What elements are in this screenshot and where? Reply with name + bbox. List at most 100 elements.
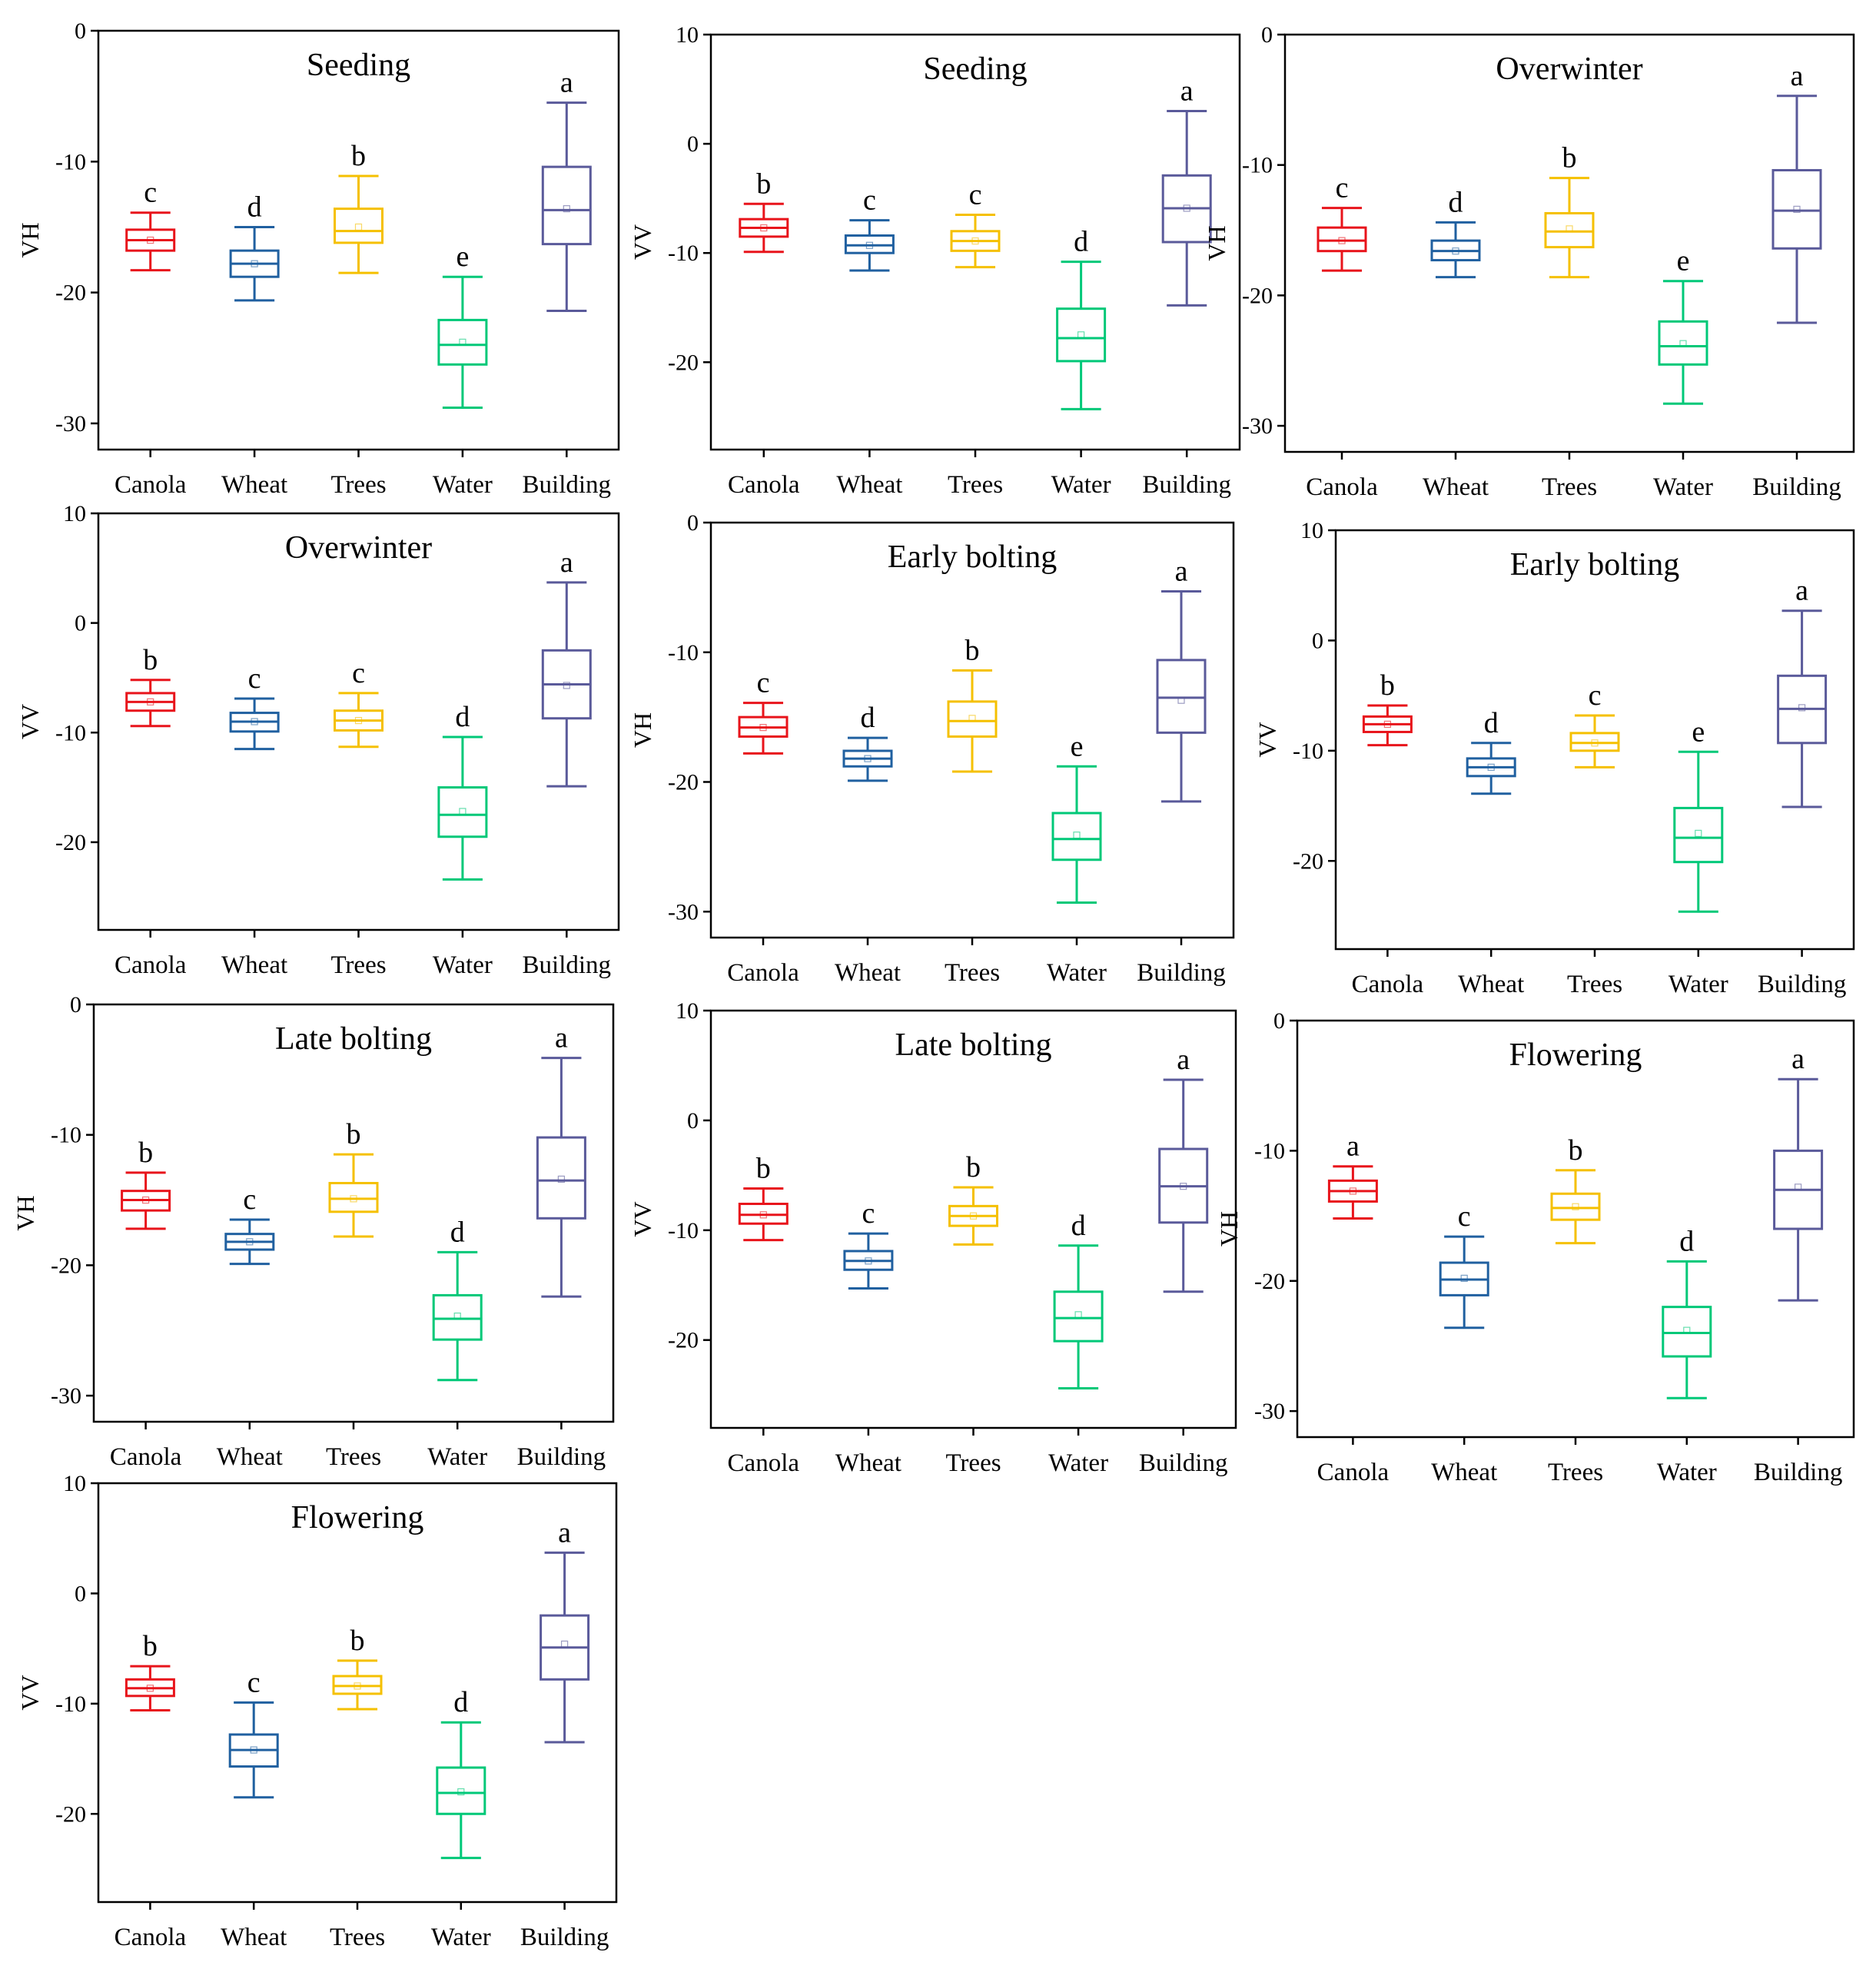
significance-letter: b: [350, 1625, 365, 1657]
y-tick-label: 10: [676, 998, 699, 1024]
box-water: e: [1051, 730, 1102, 904]
iqr-box: [1051, 812, 1102, 861]
chart-panel-10: 10 0 -10 -20 VV Flowering Canola Wheat Trees Wate…: [16, 1471, 618, 1951]
box-water: e: [437, 241, 488, 409]
y-tick-label: -10: [1293, 739, 1323, 764]
x-tick-label: Water: [433, 951, 493, 979]
y-tick-label: -20: [668, 350, 699, 375]
y-tick-label: -10: [668, 1218, 699, 1243]
mean-marker: [250, 1746, 257, 1754]
chart-title: Late bolting: [275, 1021, 432, 1057]
iqr-box: [1673, 806, 1724, 864]
significance-letter: c: [247, 1666, 261, 1698]
chart-title: Late bolting: [895, 1027, 1051, 1063]
x-tick-label: Water: [1668, 971, 1728, 998]
x-tick-label: Water: [1047, 959, 1107, 987]
mean-marker: [557, 1175, 566, 1183]
mean-marker: [1452, 247, 1459, 255]
chart-title: Early bolting: [1510, 547, 1679, 583]
y-axis-label: VV: [629, 1201, 656, 1237]
y-tick-label: -10: [55, 720, 86, 745]
box-water: d: [437, 701, 488, 881]
x-tick-label: Trees: [330, 1924, 385, 1951]
significance-letter: c: [248, 662, 261, 695]
y-tick-label: -20: [1242, 283, 1273, 308]
mean-marker: [865, 241, 874, 249]
significance-letter: d: [1074, 226, 1088, 258]
mean-marker: [147, 236, 154, 244]
x-tick-label: Building: [523, 471, 612, 499]
box-canola: b: [1362, 669, 1413, 747]
x-tick-label: Canola: [115, 951, 187, 979]
box-building: a: [536, 1022, 586, 1298]
chart-title: Overwinter: [285, 530, 432, 566]
x-tick-label: Wheat: [1423, 473, 1489, 501]
iqr-box: [536, 1136, 586, 1220]
y-axis-label: VH: [1215, 1211, 1243, 1247]
mean-marker: [968, 715, 976, 722]
x-tick-label: Canola: [1317, 1459, 1390, 1486]
significance-letter: c: [1589, 679, 1602, 712]
box-canola: c: [125, 177, 176, 272]
box-wheat: c: [224, 1184, 275, 1266]
box-water: d: [436, 1686, 486, 1860]
chart-panel-9: 0 -10 -20 -30 VH Flowering Canola Wheat Trees Wat…: [1215, 1008, 1855, 1486]
iqr-box: [437, 786, 488, 838]
box-wheat: c: [228, 1666, 279, 1799]
mean-marker: [1683, 1326, 1691, 1334]
mean-marker: [1695, 829, 1702, 838]
box-canola: c: [1317, 172, 1367, 272]
mean-marker: [251, 718, 258, 725]
significance-letter: c: [862, 1197, 875, 1230]
mean-marker: [1338, 237, 1346, 244]
y-tick-label: -30: [1242, 413, 1273, 439]
y-tick-label: -10: [51, 1123, 81, 1148]
y-tick-label: -10: [55, 149, 86, 174]
significance-letter: b: [138, 1137, 153, 1169]
y-tick-label: 0: [70, 992, 81, 1018]
significance-letter: c: [969, 178, 982, 211]
x-tick-label: Wheat: [1431, 1459, 1497, 1486]
significance-letter: a: [560, 546, 573, 579]
chart-title: Flowering: [1509, 1037, 1642, 1073]
mean-marker: [1798, 704, 1806, 712]
mean-marker: [142, 1196, 150, 1204]
mean-marker: [563, 205, 570, 213]
iqr-box: [1662, 1306, 1712, 1358]
box-building: a: [541, 546, 592, 788]
y-tick-label: -20: [1254, 1269, 1285, 1294]
significance-letter: a: [1795, 575, 1808, 607]
y-tick-label: -10: [55, 1691, 86, 1717]
y-tick-label: 0: [75, 1581, 86, 1606]
box-building: a: [540, 1516, 590, 1744]
mean-marker: [563, 682, 570, 689]
mean-marker: [1679, 340, 1687, 347]
mean-marker: [354, 1682, 361, 1690]
x-tick-label: Building: [523, 951, 612, 979]
box-water: d: [432, 1216, 483, 1382]
chart-panel-5: 0 -10 -20 -30 VH Early bolting Canola Wheat Tree…: [629, 510, 1235, 987]
x-tick-label: Building: [1137, 959, 1226, 987]
significance-letter: b: [1569, 1134, 1583, 1167]
x-tick-label: Wheat: [835, 959, 901, 987]
mean-marker: [1795, 1184, 1802, 1191]
significance-letter: c: [863, 184, 876, 217]
x-tick-label: Wheat: [221, 1924, 287, 1951]
x-tick-label: Trees: [1548, 1459, 1603, 1486]
significance-letter: c: [1336, 172, 1349, 204]
chart-title: Seeding: [923, 51, 1027, 87]
significance-letter: d: [455, 701, 470, 733]
x-tick-label: Building: [1754, 1459, 1843, 1486]
box-canola: c: [738, 667, 789, 755]
y-axis-label: VV: [629, 224, 656, 260]
significance-letter: b: [966, 1151, 981, 1184]
iqr-box: [1053, 1290, 1104, 1343]
box-wheat: d: [1466, 707, 1516, 795]
plot-frame: [1283, 33, 1855, 453]
chart-panel-3: 0 -10 -20 -30 VH Overwinter Canola Wheat Trees Wa…: [1203, 22, 1855, 501]
iqr-box: [541, 165, 592, 246]
y-tick-label: 10: [676, 22, 699, 48]
box-building: a: [1156, 555, 1207, 803]
iqr-box: [1771, 168, 1822, 250]
plot-frame: [709, 521, 1235, 939]
